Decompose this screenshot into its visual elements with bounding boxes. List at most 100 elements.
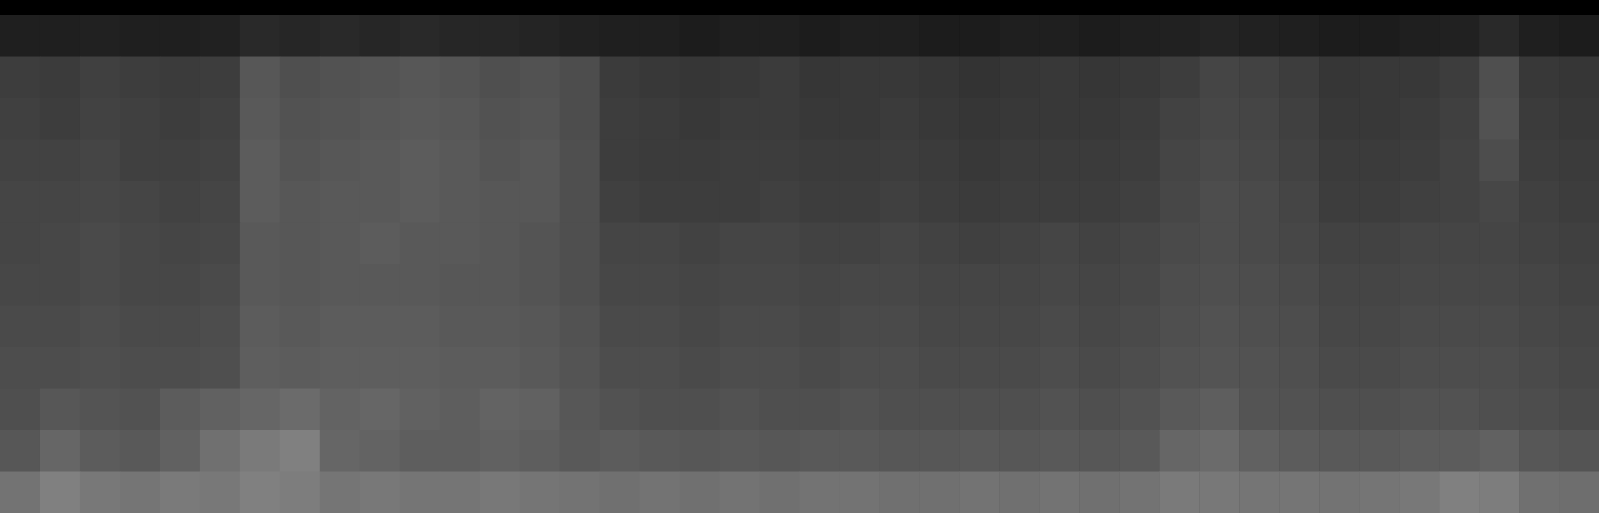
- heatmap-cell: [280, 430, 320, 472]
- heatmap-cell: [1119, 223, 1159, 265]
- heatmap-cell: [1519, 15, 1559, 57]
- heatmap-cell: [240, 430, 280, 472]
- heatmap-cell: [560, 306, 600, 348]
- heatmap-cell: [480, 264, 520, 306]
- heatmap-cell: [480, 389, 520, 431]
- heatmap-cell: [839, 140, 879, 182]
- heatmap-cell: [999, 181, 1039, 223]
- heatmap-cell: [240, 57, 280, 99]
- heatmap-cell: [400, 264, 440, 306]
- heatmap-cell: [1519, 181, 1559, 223]
- heatmap-cell: [520, 15, 560, 57]
- heatmap-cell: [1279, 15, 1319, 57]
- heatmap-cell: [1559, 181, 1599, 223]
- heatmap-cell: [40, 98, 80, 140]
- heatmap-cell: [919, 347, 959, 389]
- heatmap-cell: [480, 140, 520, 182]
- heatmap-cell: [1279, 181, 1319, 223]
- heatmap-cell: [879, 181, 919, 223]
- background: [0, 0, 1599, 513]
- heatmap-cell: [919, 430, 959, 472]
- heatmap-cell: [440, 181, 480, 223]
- heatmap-cell: [959, 306, 999, 348]
- heatmap-cell: [959, 57, 999, 99]
- heatmap-cell: [120, 430, 160, 472]
- heatmap-cell: [560, 140, 600, 182]
- heatmap-cell: [1239, 15, 1279, 57]
- heatmap-cell: [200, 264, 240, 306]
- heatmap-cell: [200, 181, 240, 223]
- heatmap-cell: [160, 389, 200, 431]
- heatmap-cell: [1279, 98, 1319, 140]
- heatmap-cell: [80, 98, 120, 140]
- heatmap-cell: [1359, 181, 1399, 223]
- heatmap-cell: [200, 347, 240, 389]
- heatmap-cell: [80, 181, 120, 223]
- heatmap-cell: [160, 472, 200, 513]
- heatmap-cell: [520, 389, 560, 431]
- heatmap-cell: [999, 389, 1039, 431]
- heatmap-cell: [440, 430, 480, 472]
- heatmap-cell: [240, 347, 280, 389]
- heatmap-cell: [1399, 306, 1439, 348]
- heatmap-cell: [839, 347, 879, 389]
- heatmap-cell: [1319, 430, 1359, 472]
- heatmap-cell: [40, 264, 80, 306]
- heatmap-cell: [1039, 57, 1079, 99]
- heatmap-cell: [1439, 223, 1479, 265]
- heatmap-cell: [720, 98, 760, 140]
- heatmap-cell: [200, 98, 240, 140]
- heatmap-cell: [240, 181, 280, 223]
- heatmap-cell: [240, 140, 280, 182]
- heatmap-cell: [800, 306, 840, 348]
- heatmap-cell: [1279, 347, 1319, 389]
- heatmap-cell: [600, 98, 640, 140]
- heatmap-cell: [1159, 347, 1199, 389]
- heatmap-cell: [720, 140, 760, 182]
- heatmap-cell: [520, 181, 560, 223]
- heatmap-cell: [1199, 264, 1239, 306]
- heatmap-cell: [520, 430, 560, 472]
- heatmap-cell: [360, 472, 400, 513]
- heatmap-cell: [1479, 389, 1519, 431]
- heatmap-cell: [1199, 306, 1239, 348]
- heatmap-cell: [1559, 223, 1599, 265]
- heatmap-cell: [800, 223, 840, 265]
- heatmap-cell: [1039, 389, 1079, 431]
- heatmap-cell: [1159, 264, 1199, 306]
- heatmap-cell: [959, 389, 999, 431]
- heatmap-cell: [440, 98, 480, 140]
- heatmap-cell: [1479, 98, 1519, 140]
- heatmap-cell: [160, 223, 200, 265]
- heatmap-cell: [1079, 57, 1119, 99]
- heatmap-cell: [1199, 223, 1239, 265]
- heatmap-cell: [40, 140, 80, 182]
- heatmap-cell: [1159, 57, 1199, 99]
- heatmap-cell: [1399, 264, 1439, 306]
- heatmap-cell: [1559, 98, 1599, 140]
- heatmap-cell: [1559, 347, 1599, 389]
- heatmap-cell: [400, 223, 440, 265]
- heatmap-cell: [120, 15, 160, 57]
- plot-area: [0, 15, 1599, 513]
- heatmap-cell: [480, 57, 520, 99]
- heatmap-cell: [560, 264, 600, 306]
- heatmap-cell: [1399, 472, 1439, 513]
- heatmap-cell: [520, 98, 560, 140]
- heatmap-cell: [1399, 15, 1439, 57]
- heatmap-cell: [0, 306, 40, 348]
- heatmap-cell: [1079, 264, 1119, 306]
- heatmap-cell: [1519, 264, 1559, 306]
- heatmap-cell: [1079, 140, 1119, 182]
- heatmap-cell: [680, 57, 720, 99]
- heatmap-cell: [160, 140, 200, 182]
- heatmap-cell: [600, 472, 640, 513]
- heatmap-cell: [1519, 347, 1559, 389]
- heatmap-cell: [0, 57, 40, 99]
- heatmap-cell: [1039, 140, 1079, 182]
- heatmap-cell: [640, 264, 680, 306]
- heatmap-cell: [80, 223, 120, 265]
- heatmap-cell: [760, 181, 800, 223]
- heatmap-cell: [879, 306, 919, 348]
- heatmap-cell: [400, 430, 440, 472]
